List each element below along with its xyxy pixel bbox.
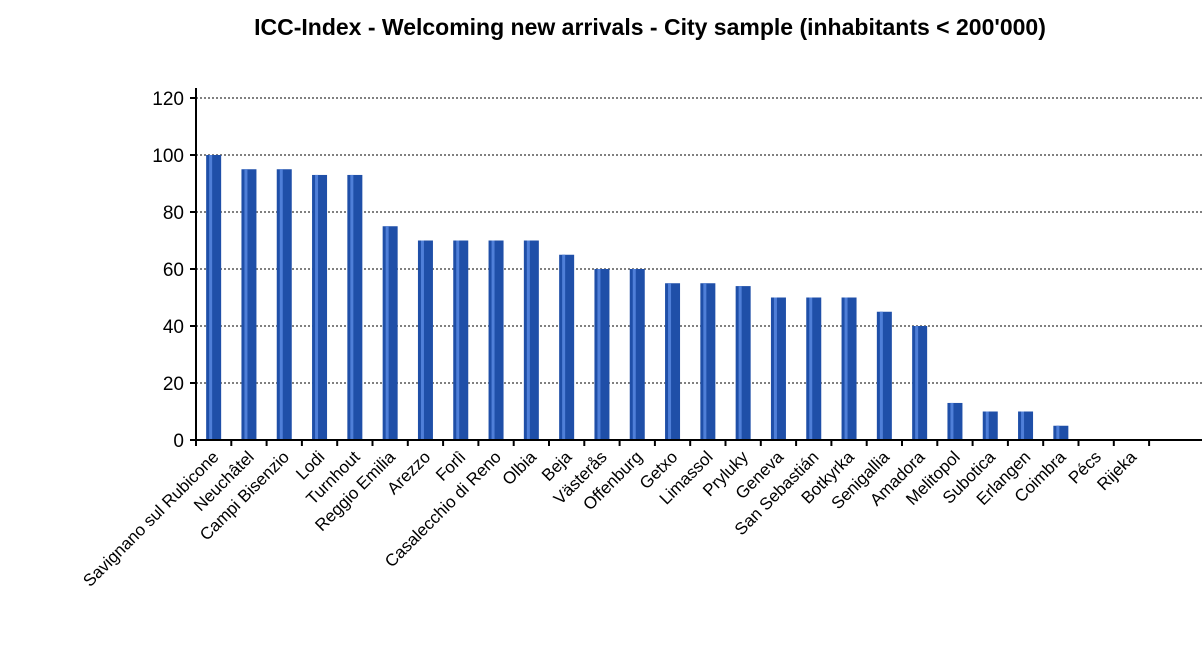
bar-highlight bbox=[456, 240, 460, 440]
bar bbox=[770, 297, 786, 440]
bar-highlight bbox=[668, 283, 672, 440]
y-tick-label: 40 bbox=[163, 317, 184, 338]
bar bbox=[488, 240, 504, 440]
bar-highlight bbox=[526, 240, 530, 440]
bar bbox=[876, 311, 892, 440]
y-tick-label: 80 bbox=[163, 203, 184, 224]
bar bbox=[453, 240, 469, 440]
bar-highlight bbox=[809, 297, 813, 440]
bar bbox=[241, 169, 257, 440]
bar bbox=[559, 254, 575, 440]
y-tick-label: 60 bbox=[163, 260, 184, 281]
bar bbox=[206, 155, 222, 440]
x-tick-label: Savignano sul Rubicone bbox=[79, 447, 222, 590]
bar-highlight bbox=[562, 254, 566, 440]
bar-highlight bbox=[209, 155, 213, 440]
bar-highlight bbox=[1021, 411, 1025, 440]
bar bbox=[276, 169, 292, 440]
chart-title: ICC-Index - Welcoming new arrivals - Cit… bbox=[254, 14, 1046, 40]
bar-highlight bbox=[1056, 425, 1060, 440]
bar bbox=[947, 402, 963, 440]
bar-highlight bbox=[844, 297, 848, 440]
bar bbox=[841, 297, 857, 440]
bar-highlight bbox=[632, 269, 636, 440]
bar-highlight bbox=[738, 286, 742, 440]
bar-highlight bbox=[879, 311, 883, 440]
bar bbox=[347, 174, 363, 440]
x-tick-label: Olbia bbox=[499, 447, 541, 489]
bar bbox=[806, 297, 822, 440]
bar bbox=[594, 269, 610, 440]
bar bbox=[382, 226, 398, 440]
bar-highlight bbox=[315, 174, 319, 440]
gridlines bbox=[196, 97, 1202, 384]
bar-highlight bbox=[279, 169, 283, 440]
bar-highlight bbox=[773, 297, 777, 440]
y-tick-label: 0 bbox=[173, 431, 184, 452]
bar bbox=[700, 283, 716, 440]
bar-highlight bbox=[350, 174, 354, 440]
bar bbox=[912, 326, 928, 440]
bar-highlight bbox=[420, 240, 424, 440]
bar-highlight bbox=[915, 326, 919, 440]
bar-highlight bbox=[950, 402, 954, 440]
y-tick-labels: 0 20 40 60 80 100 120 bbox=[152, 89, 184, 452]
bar bbox=[982, 411, 998, 440]
bar-highlight bbox=[244, 169, 248, 440]
bar bbox=[523, 240, 539, 440]
bar bbox=[735, 286, 751, 440]
bar bbox=[417, 240, 433, 440]
y-tick-label: 100 bbox=[152, 146, 184, 167]
bars bbox=[206, 155, 1069, 440]
bar-highlight bbox=[985, 411, 989, 440]
bar-highlight bbox=[703, 283, 707, 440]
bar bbox=[665, 283, 681, 440]
bar-highlight bbox=[491, 240, 495, 440]
x-tick-label: Rijeka bbox=[1093, 447, 1140, 494]
bar bbox=[312, 174, 328, 440]
bar bbox=[629, 269, 645, 440]
bar bbox=[1053, 425, 1069, 440]
bar-highlight bbox=[597, 269, 601, 440]
y-tick-label: 20 bbox=[163, 374, 184, 395]
axes bbox=[190, 88, 1202, 446]
y-tick-label: 120 bbox=[152, 89, 184, 110]
bar bbox=[1018, 411, 1034, 440]
bar-highlight bbox=[385, 226, 389, 440]
